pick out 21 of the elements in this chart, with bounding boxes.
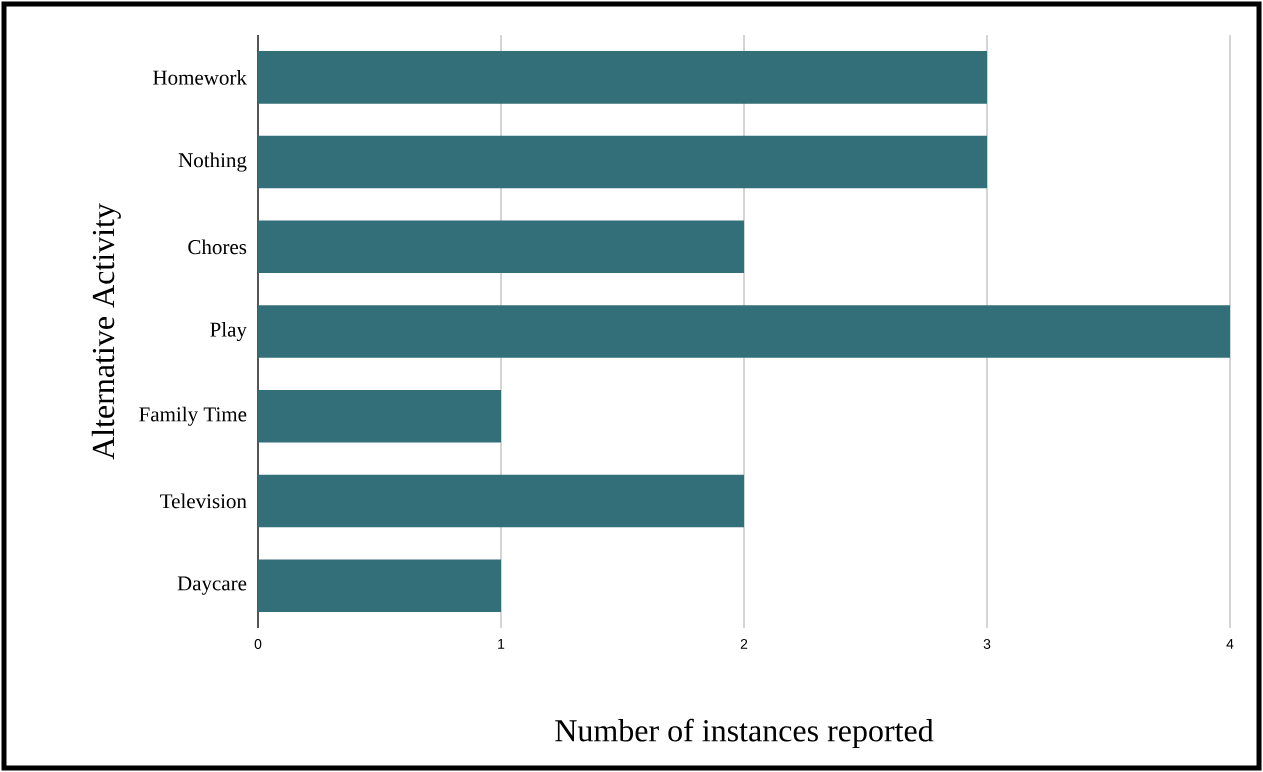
- y-tick-label: Homework: [153, 69, 247, 85]
- y-tick-label: Daycare: [177, 576, 247, 595]
- y-tick-label: Nothing: [178, 152, 247, 172]
- bar: [258, 220, 745, 274]
- x-tick-label: 4: [1226, 639, 1234, 649]
- x-tick-label: 2: [740, 639, 748, 649]
- y-tick-label: Chores: [188, 239, 247, 255]
- y-tick-label: Family Time: [139, 406, 247, 426]
- bar: [258, 51, 988, 104]
- bar: [258, 305, 1231, 358]
- x-tick-label: 1: [498, 639, 505, 649]
- y-tick-label: Play: [210, 321, 247, 342]
- y-tick-label: Television: [160, 493, 247, 509]
- x-tick-label: 3: [983, 639, 991, 649]
- bar: [258, 135, 988, 189]
- bar: [258, 474, 745, 528]
- x-tick-label: 0: [254, 639, 262, 649]
- bar: [258, 389, 502, 443]
- y-axis-title: Alternative Activity: [91, 203, 121, 460]
- bar: [258, 559, 502, 612]
- x-axis-title: Number of instances reported: [555, 718, 934, 749]
